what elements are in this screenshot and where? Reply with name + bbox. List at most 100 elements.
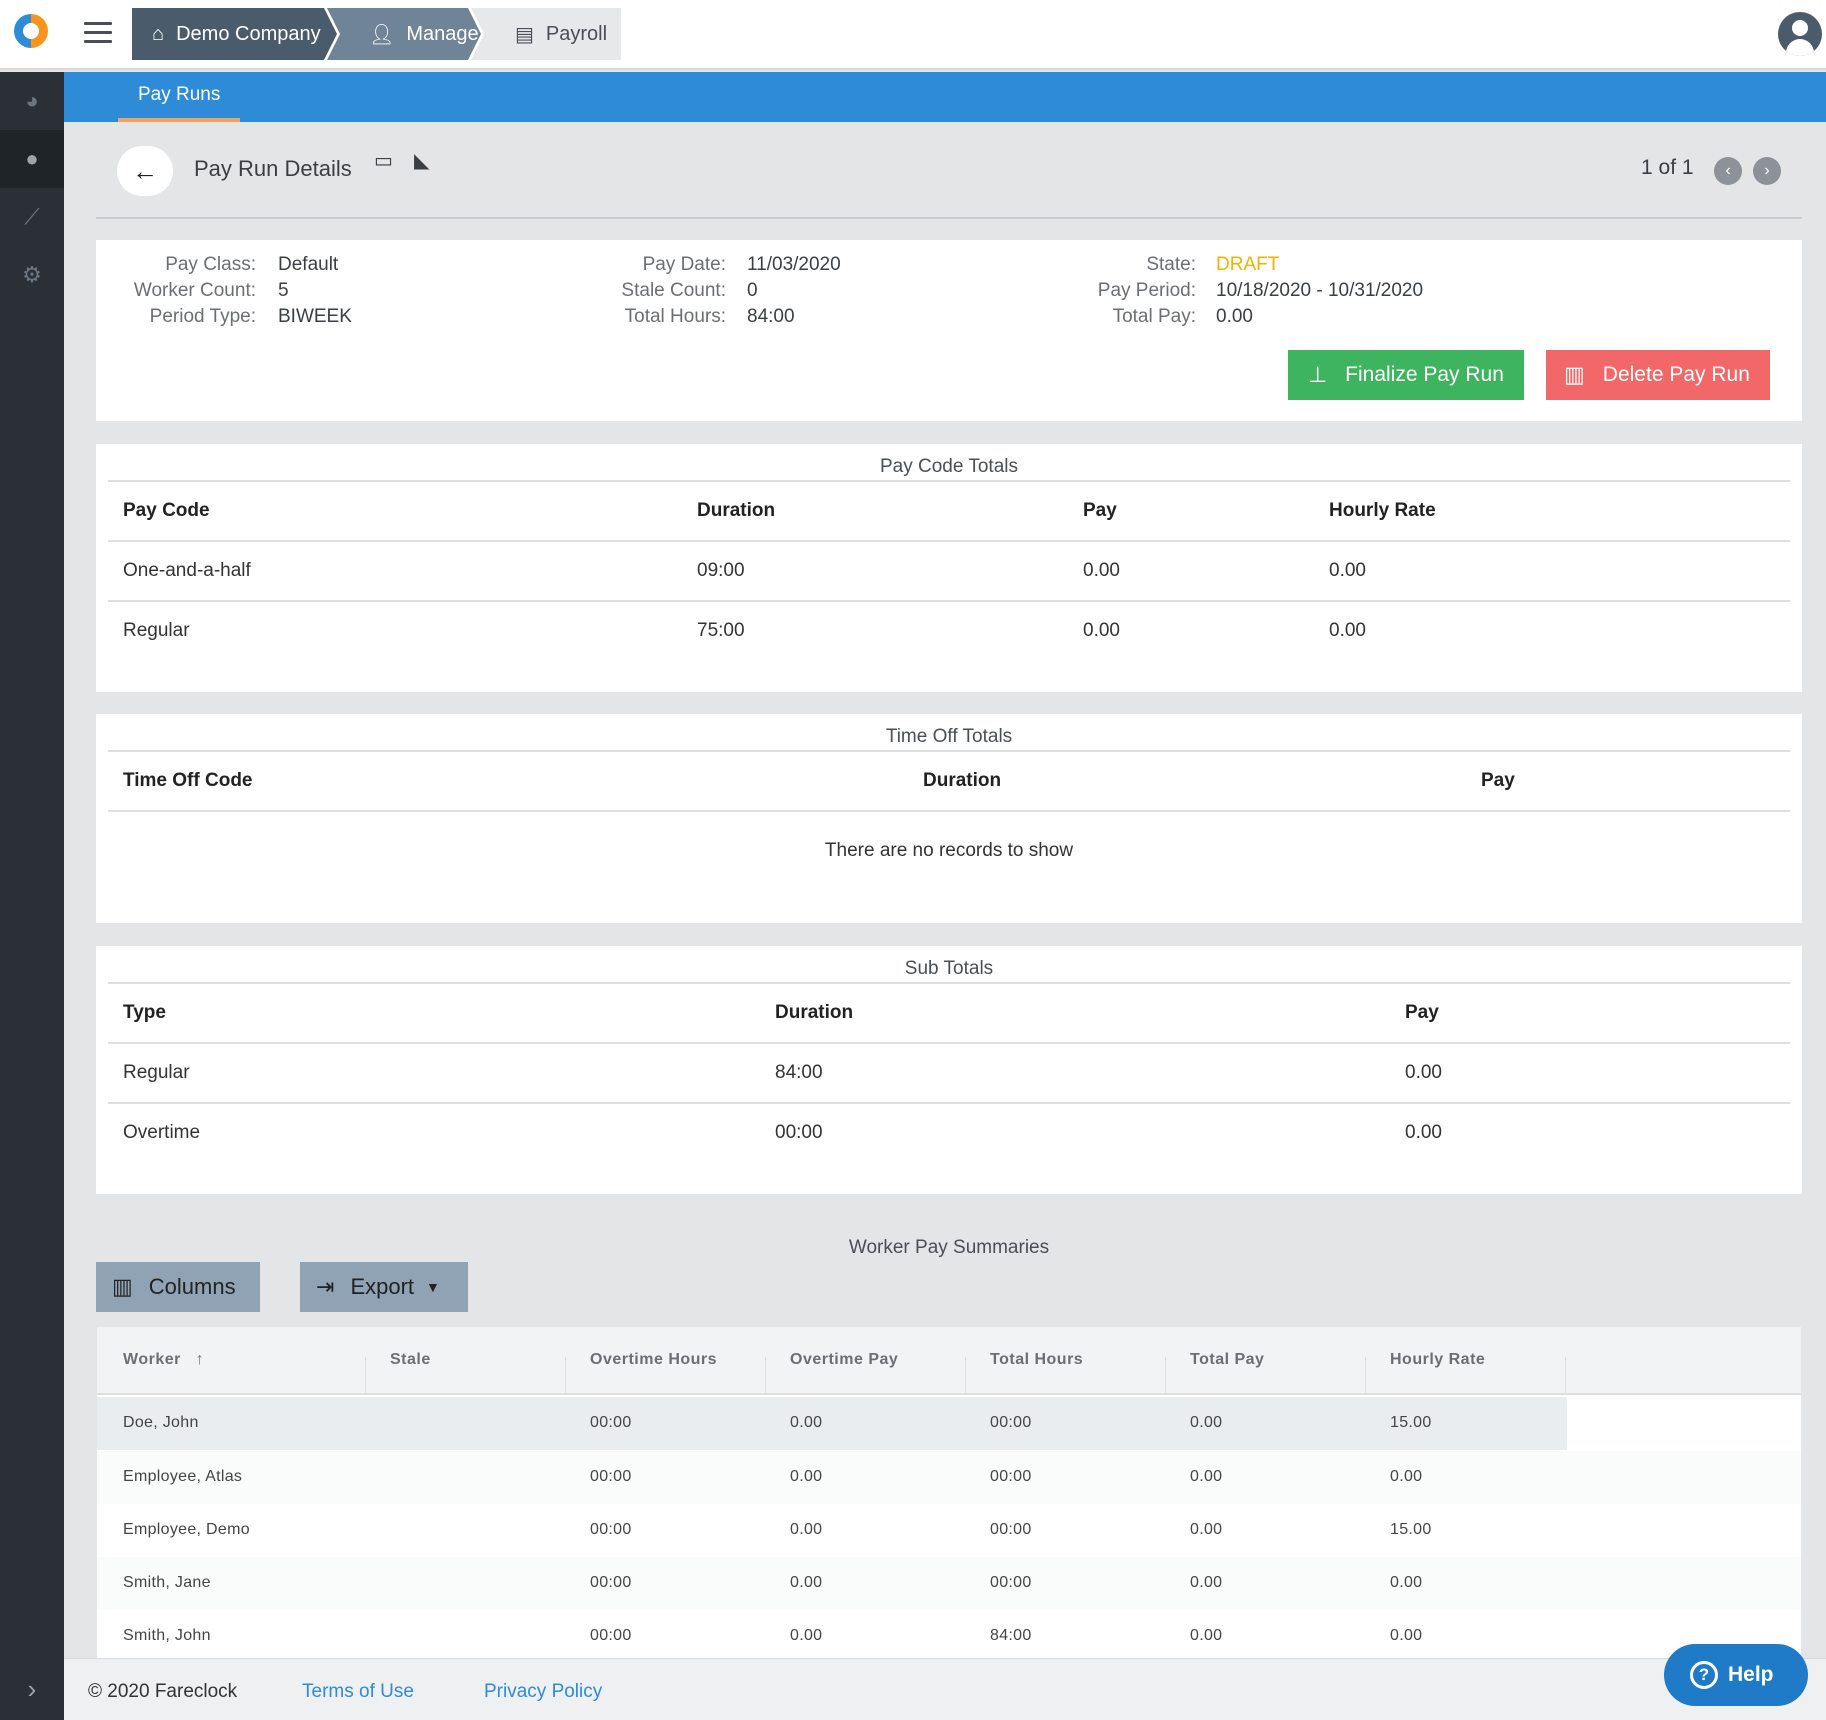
col-header-worker[interactable]: Worker ↑ (123, 1351, 204, 1369)
gear-icon[interactable]: ⚙ (22, 262, 42, 287)
col-header-hourly-rate[interactable]: Hourly Rate (1390, 1351, 1486, 1368)
finalize-pay-run-button[interactable]: ⊥ Finalize Pay Run (1288, 350, 1524, 400)
privacy-policy-link[interactable]: Privacy Policy (484, 1681, 603, 1702)
col-header-hourly-rate[interactable]: Hourly Rate (1329, 500, 1436, 521)
total-pay-label: Total Pay: (1112, 306, 1196, 327)
sub-totals-card: Sub Totals Type Duration Pay Regular 84:… (96, 946, 1802, 1194)
table-row[interactable]: Employee, Atlas 00:00 0.00 00:00 0.00 0.… (97, 1451, 1801, 1504)
col-header-label: Worker (123, 1351, 181, 1368)
table-cell: 75:00 (697, 620, 745, 641)
breadcrumb-manage[interactable]: 👤︎ Manage (327, 8, 481, 60)
copyright-text: © 2020 Fareclock (88, 1681, 238, 1702)
table-cell: 0.00 (1405, 1122, 1442, 1143)
column-separator[interactable] (765, 1357, 766, 1395)
col-header-pay-code[interactable]: Pay Code (123, 500, 210, 521)
table-row[interactable]: Smith, John 00:00 0.00 84:00 0.00 0.00 (97, 1610, 1801, 1659)
columns-button[interactable]: ▥ Columns (96, 1262, 260, 1312)
table-cell: 0.00 (790, 1521, 823, 1538)
home-icon: ⌂ (152, 22, 165, 45)
divider (108, 810, 1790, 812)
col-header-duration[interactable]: Duration (923, 770, 1002, 791)
help-button[interactable]: ? Help (1664, 1644, 1808, 1706)
column-separator[interactable] (965, 1357, 966, 1395)
worker-pay-grid: Worker ↑ Stale Overtime Hours Overtime P… (96, 1326, 1802, 1660)
pay-date-value: 11/03/2020 (747, 254, 841, 275)
col-header-duration[interactable]: Duration (775, 1002, 854, 1023)
pay-period-value: 10/18/2020 - 10/31/2020 (1216, 280, 1424, 301)
breadcrumb-demo-company[interactable]: ⌂ Demo Company (132, 8, 337, 60)
table-cell: 00:00 (590, 1574, 632, 1591)
column-separator[interactable] (1165, 1357, 1166, 1395)
col-header-pay[interactable]: Pay (1481, 770, 1515, 791)
footer: © 2020 Fareclock Terms of Use Privacy Po… (64, 1658, 1826, 1720)
table-cell: 0.00 (790, 1627, 823, 1644)
user-avatar-icon[interactable] (1778, 12, 1822, 56)
worker-name: Smith, Jane (123, 1574, 211, 1591)
chevron-left-icon[interactable]: ‹ (1714, 157, 1742, 185)
pay-code-totals-title: Pay Code Totals (879, 456, 1018, 477)
table-row[interactable]: Smith, Jane 00:00 0.00 00:00 0.00 0.00 (97, 1557, 1801, 1610)
col-header-total-pay[interactable]: Total Pay (1190, 1351, 1265, 1368)
col-header-total-hours[interactable]: Total Hours (990, 1351, 1084, 1368)
user-icon[interactable]: ● (0, 130, 64, 188)
column-separator[interactable] (365, 1357, 366, 1395)
back-arrow-icon[interactable]: ← (117, 146, 173, 196)
pay-class-label: Pay Class: (165, 254, 256, 275)
delete-pay-run-button[interactable]: ▥ Delete Pay Run (1546, 350, 1770, 400)
export-button[interactable]: ⇥ Export ▼ (300, 1262, 468, 1312)
table-cell: 00:00 (990, 1468, 1032, 1485)
terms-of-use-link[interactable]: Terms of Use (302, 1681, 414, 1702)
col-header-pay[interactable]: Pay (1083, 500, 1117, 521)
column-separator[interactable] (1565, 1357, 1566, 1395)
file-export-icon: ⇥ (316, 1274, 335, 1299)
col-header-pay[interactable]: Pay (1405, 1002, 1439, 1023)
table-cell: 00:00 (775, 1122, 823, 1143)
table-cell: 15.00 (1390, 1414, 1432, 1431)
tab-pay-runs[interactable]: Pay Runs (118, 72, 241, 122)
col-header-overtime-hours[interactable]: Overtime Hours (590, 1351, 718, 1368)
table-row[interactable]: Employee, Demo 00:00 0.00 00:00 0.00 15.… (97, 1504, 1801, 1557)
col-header-stale[interactable]: Stale (390, 1351, 431, 1368)
table-row[interactable]: Doe, John 00:00 0.00 00:00 0.00 15.00 (97, 1397, 1567, 1450)
table-cell: 00:00 (590, 1521, 632, 1538)
table-cell: 0.00 (1190, 1521, 1223, 1538)
breadcrumb-label: Manage (406, 22, 479, 45)
user-tie-icon: 👤︎ (369, 23, 395, 46)
menu-toggle-icon[interactable] (84, 22, 112, 44)
worker-name: Doe, John (123, 1414, 199, 1431)
pay-date-label: Pay Date: (642, 254, 726, 275)
column-separator[interactable] (1365, 1357, 1366, 1395)
camera-icon[interactable]: ◣ (414, 150, 430, 172)
col-header-overtime-pay[interactable]: Overtime Pay (790, 1351, 899, 1368)
total-pay-value: 0.00 (1216, 306, 1253, 327)
col-header-type[interactable]: Type (123, 1002, 166, 1023)
table-cell: 0.00 (1190, 1627, 1223, 1644)
table-cell: 0.00 (1190, 1468, 1223, 1485)
col-header-duration[interactable]: Duration (697, 500, 776, 521)
table-cell: 00:00 (590, 1414, 632, 1431)
stale-count-label: Stale Count: (621, 280, 726, 301)
column-separator[interactable] (565, 1357, 566, 1395)
table-cell: 00:00 (990, 1521, 1032, 1538)
fareclock-logo-icon[interactable] (14, 14, 48, 48)
table-cell: 0.00 (1390, 1627, 1423, 1644)
table-cell: 00:00 (990, 1574, 1032, 1591)
divider (108, 1102, 1790, 1104)
table-cell: 0.00 (1329, 620, 1366, 641)
col-header-time-off-code[interactable]: Time Off Code (123, 770, 253, 791)
chevron-right-icon[interactable]: › (1753, 157, 1781, 185)
table-cell: 00:00 (590, 1468, 632, 1485)
dashboard-icon[interactable]: ◕ (25, 88, 39, 113)
sub-totals-title: Sub Totals (904, 958, 994, 979)
worker-pay-summaries-title: Worker Pay Summaries (848, 1237, 1050, 1258)
id-card-icon[interactable]: ▭ (374, 150, 393, 172)
table-cell: 0.00 (1405, 1062, 1442, 1083)
chevron-right-icon[interactable]: › (0, 1658, 64, 1720)
chart-line-icon[interactable]: ⟋ (24, 204, 40, 229)
stale-count-value: 0 (747, 280, 758, 301)
table-cell: 09:00 (697, 560, 745, 581)
table-cell: 0.00 (1190, 1414, 1223, 1431)
breadcrumb-payroll[interactable]: ▤ Payroll (471, 8, 621, 60)
grid-header: Worker ↑ Stale Overtime Hours Overtime P… (97, 1327, 1801, 1395)
pager-text: 1 of 1 (1641, 156, 1694, 179)
